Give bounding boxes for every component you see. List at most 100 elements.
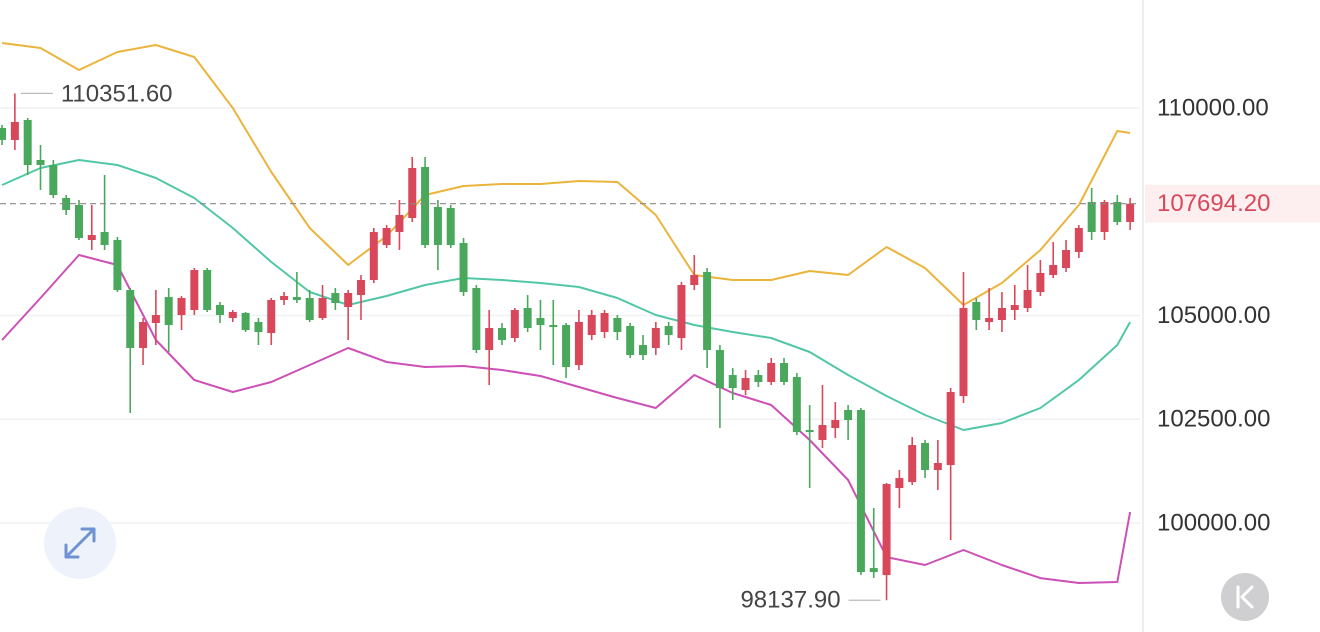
candle-body: [895, 478, 904, 489]
y-tick-label: 105000.00: [1157, 302, 1270, 329]
candle-body: [1126, 203, 1135, 222]
annotation-label: 98137.90: [740, 587, 840, 614]
candle-body: [203, 269, 212, 311]
candle-body: [382, 227, 391, 246]
candle-body: [113, 239, 122, 291]
candle-body: [844, 410, 853, 421]
candle-body: [62, 197, 71, 210]
candle-body: [715, 350, 724, 389]
candle-body: [356, 279, 365, 296]
candle-body: [100, 231, 109, 246]
candle-body: [369, 231, 378, 280]
candles: [0, 93, 1135, 601]
candle-body: [0, 127, 7, 140]
candle-body: [241, 312, 250, 331]
candle-body: [574, 321, 583, 366]
candle-body: [126, 290, 135, 349]
candle-body: [997, 308, 1006, 321]
y-tick-label: 100000.00: [1157, 509, 1270, 536]
candle-body: [331, 292, 340, 303]
candle-body: [280, 296, 289, 301]
candle-body: [190, 269, 199, 311]
candle-body: [1113, 201, 1122, 222]
candle-body: [587, 315, 596, 336]
candle-body: [536, 318, 545, 326]
candle-body: [959, 308, 968, 397]
latest-button-bg[interactable]: [1221, 573, 1269, 621]
candle-body: [549, 325, 558, 328]
candle-body: [1023, 290, 1032, 309]
candle-body: [741, 378, 750, 391]
candle-body: [408, 167, 417, 218]
candle-body: [639, 345, 648, 356]
expand-button[interactable]: [44, 507, 116, 579]
candle-body: [139, 321, 148, 349]
candle-body: [36, 159, 45, 166]
candle-body: [164, 297, 173, 326]
candle-body: [421, 166, 430, 246]
candle-body: [215, 305, 224, 316]
candle-body: [87, 235, 96, 240]
candle-body: [305, 298, 314, 321]
latest-button[interactable]: [1221, 573, 1269, 621]
candle-body: [792, 377, 801, 433]
band-line: [1, 159, 1131, 431]
candle-body: [767, 362, 776, 383]
candle-body: [1062, 249, 1071, 269]
candle-body: [933, 463, 942, 471]
candle-body: [754, 375, 763, 383]
candle-body: [1010, 305, 1019, 311]
candle-body: [703, 271, 712, 351]
candle-body: [292, 297, 301, 301]
candle-body: [831, 420, 840, 429]
candle-body: [613, 318, 622, 332]
candle-body: [677, 285, 686, 339]
candle-body: [485, 328, 494, 351]
candle-body: [446, 207, 455, 246]
candle-body: [523, 308, 532, 329]
last-price-bg: [1145, 184, 1320, 223]
candle-body: [177, 298, 186, 316]
candle-body: [1087, 201, 1096, 232]
candle-body: [49, 165, 58, 196]
y-tick-label: 110000.00: [1157, 94, 1269, 121]
candle-body: [972, 301, 981, 321]
candle-body: [882, 484, 891, 576]
candle-body: [395, 215, 404, 232]
candle-body: [690, 275, 699, 286]
candle-body: [459, 242, 468, 292]
candle-body: [562, 325, 571, 368]
candle-body: [1049, 265, 1058, 276]
expand-icon[interactable]: [64, 527, 96, 559]
candle-body: [23, 119, 32, 166]
candle-body: [626, 326, 635, 356]
candle-body: [908, 445, 917, 483]
candle-body: [1100, 201, 1109, 232]
candle-body: [856, 410, 865, 573]
candle-body: [600, 312, 609, 332]
last-price-label: 107694.20: [1157, 190, 1270, 217]
candle-body: [780, 362, 789, 383]
candle-body: [74, 205, 83, 239]
candle-body: [805, 430, 814, 433]
candle-body: [151, 315, 160, 323]
candle-body: [254, 321, 263, 332]
candle-body: [228, 311, 237, 319]
candle-body: [946, 392, 955, 466]
candle-body: [818, 425, 827, 441]
candle-body: [1036, 272, 1045, 292]
y-tick-label: 102500.00: [1157, 406, 1270, 433]
candle-body: [869, 568, 878, 573]
candle-body: [344, 292, 353, 308]
candle-body: [985, 318, 994, 322]
candle-body: [318, 298, 327, 319]
candle-body: [1074, 227, 1083, 252]
latest-icon[interactable]: [1236, 585, 1254, 609]
candle-body: [510, 310, 519, 339]
candle-body: [267, 300, 276, 333]
annotation-label: 110351.60: [61, 81, 173, 108]
candle-body: [10, 121, 19, 140]
candle-body: [472, 288, 481, 351]
